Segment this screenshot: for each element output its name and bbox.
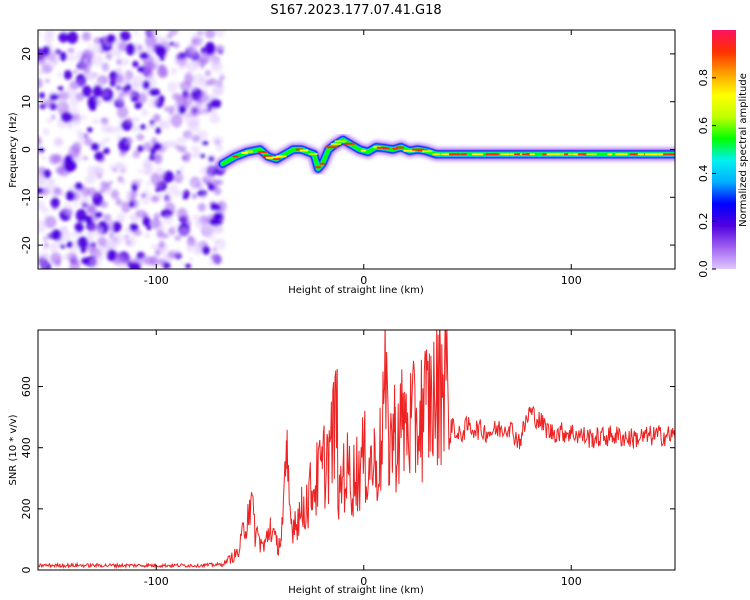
y-tick-label: -20 [20, 236, 33, 254]
y-tick-label: 400 [20, 437, 33, 458]
x-tick-label: 0 [360, 575, 367, 588]
spectrogram-heatmap [38, 30, 675, 269]
x-tick-label: 100 [561, 274, 582, 287]
x-tick-label: 100 [561, 575, 582, 588]
snr-ticks: -100 0 100 0 200 400 600 [20, 330, 675, 588]
spectrogram-signal-trace [214, 131, 675, 177]
colorbar-tick-label: 0.8 [697, 69, 710, 87]
colorbar-label: Normalized spectral amplitude [738, 73, 749, 227]
snr-x-axis-label: Height of straight line (km) [288, 585, 424, 596]
colorbar-tick-label: 0.4 [697, 165, 710, 183]
snr-panel: -100 0 100 0 200 400 600 Height of straight li… [8, 329, 676, 596]
colorbar-tick-label: 0.2 [697, 212, 710, 230]
snr-frame [37, 329, 676, 571]
chart-title: S167.2023.177.07.41.G18 [270, 3, 441, 18]
spectrogram-y-axis-label: Frequency (Hz) [8, 112, 19, 188]
x-tick-label: -100 [144, 575, 169, 588]
y-tick-label: 200 [20, 498, 33, 519]
x-tick-label: 0 [360, 274, 367, 287]
y-tick-label: 10 [20, 95, 33, 109]
colorbar-tick-label: 0.0 [697, 260, 710, 278]
colorbar-ticks: 0.0 0.2 0.4 0.6 0.8 [697, 69, 716, 278]
y-tick-label: -10 [20, 188, 33, 206]
colorbar-gradient [712, 30, 736, 269]
y-tick-label: 600 [20, 376, 33, 397]
spectrogram-noise-region [38, 30, 227, 269]
y-tick-label: 20 [20, 47, 33, 61]
colorbar-tick-label: 0.6 [697, 117, 710, 135]
y-tick-label: 0 [20, 567, 33, 574]
snr-series-line [38, 330, 675, 570]
colorbar: 0.0 0.2 0.4 0.6 0.8 Normalized spectral ampl… [697, 30, 749, 278]
y-tick-label: 0 [20, 146, 33, 153]
x-tick-label: -100 [144, 274, 169, 287]
snr-y-axis-label: SNR (10 * v/v) [8, 414, 19, 485]
spectrogram-x-axis-label: Height of straight line (km) [288, 285, 424, 296]
